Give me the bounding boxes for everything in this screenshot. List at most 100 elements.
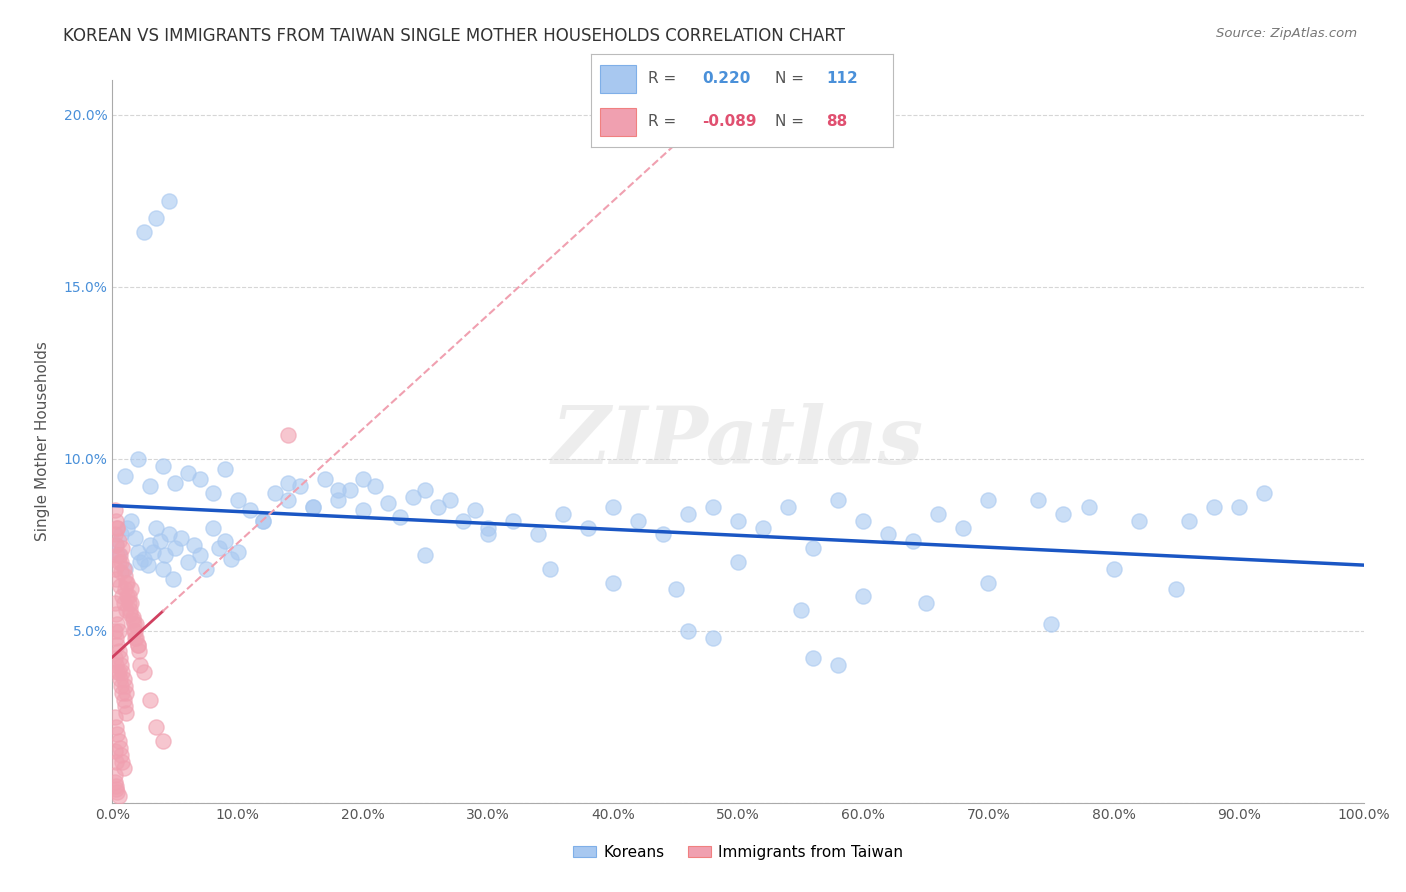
Point xyxy=(107,734,129,748)
Point xyxy=(104,562,127,576)
Point xyxy=(105,538,128,552)
Point xyxy=(176,555,198,569)
Point xyxy=(110,566,132,580)
Point xyxy=(112,692,135,706)
Point xyxy=(132,665,155,679)
Point xyxy=(277,427,299,442)
Point xyxy=(112,596,135,610)
Point xyxy=(125,631,148,645)
Point xyxy=(105,631,128,645)
Point xyxy=(852,514,875,528)
Point xyxy=(107,665,129,679)
Point xyxy=(114,582,136,597)
Point xyxy=(1052,507,1074,521)
Point xyxy=(702,500,724,514)
Point xyxy=(301,500,323,514)
Point xyxy=(107,624,129,638)
Point xyxy=(208,541,231,556)
Point xyxy=(1202,500,1225,514)
Point xyxy=(664,582,686,597)
Point xyxy=(977,575,1000,590)
Point xyxy=(790,603,813,617)
Point xyxy=(576,520,599,534)
Point xyxy=(112,672,135,686)
Legend: Koreans, Immigrants from Taiwan: Koreans, Immigrants from Taiwan xyxy=(574,846,903,860)
Point xyxy=(527,527,550,541)
Point xyxy=(152,458,174,473)
Point xyxy=(110,658,132,673)
Point xyxy=(104,596,127,610)
Point xyxy=(107,789,129,803)
Point xyxy=(105,572,128,586)
Point xyxy=(239,503,262,517)
Text: N =: N = xyxy=(775,114,804,129)
Point xyxy=(104,624,127,638)
Point xyxy=(115,575,138,590)
Point xyxy=(1102,562,1125,576)
Point xyxy=(214,462,236,476)
Point xyxy=(602,500,624,514)
Point xyxy=(107,785,129,799)
Point xyxy=(104,768,127,782)
Point xyxy=(163,475,186,490)
Text: KOREAN VS IMMIGRANTS FROM TAIWAN SINGLE MOTHER HOUSEHOLDS CORRELATION CHART: KOREAN VS IMMIGRANTS FROM TAIWAN SINGLE … xyxy=(63,27,845,45)
Point xyxy=(139,538,162,552)
Point xyxy=(290,479,312,493)
Point xyxy=(364,479,387,493)
Point xyxy=(110,679,132,693)
Point xyxy=(702,631,724,645)
Point xyxy=(264,486,287,500)
Point xyxy=(122,616,145,631)
Point xyxy=(107,548,129,562)
Point xyxy=(115,706,138,721)
Text: 88: 88 xyxy=(827,114,848,129)
Point xyxy=(477,527,499,541)
Point xyxy=(852,590,875,604)
Point xyxy=(105,755,128,769)
Point xyxy=(413,548,436,562)
Point xyxy=(107,644,129,658)
Point xyxy=(163,541,186,556)
Point xyxy=(389,510,412,524)
Point xyxy=(121,610,143,624)
Point xyxy=(402,490,425,504)
Point xyxy=(1128,514,1150,528)
Point xyxy=(105,782,128,797)
Point xyxy=(927,507,949,521)
Point xyxy=(105,514,128,528)
Point xyxy=(118,607,141,621)
Point xyxy=(602,575,624,590)
Text: 0.220: 0.220 xyxy=(703,71,751,87)
Point xyxy=(105,607,128,621)
Point xyxy=(170,531,193,545)
Point xyxy=(627,514,650,528)
Point xyxy=(107,665,129,679)
Point xyxy=(139,692,162,706)
Point xyxy=(117,575,139,590)
Point xyxy=(120,596,142,610)
Point xyxy=(451,514,474,528)
Point xyxy=(108,740,131,755)
Point xyxy=(111,686,134,700)
Point xyxy=(339,483,361,497)
Point xyxy=(176,466,198,480)
Point xyxy=(152,734,174,748)
Point xyxy=(132,551,155,566)
Point xyxy=(128,644,150,658)
Point xyxy=(108,651,131,665)
Point xyxy=(827,493,849,508)
Point xyxy=(107,555,129,569)
Point xyxy=(118,596,141,610)
Point xyxy=(141,544,163,558)
Point xyxy=(107,520,129,534)
Point xyxy=(252,514,274,528)
Point xyxy=(114,469,136,483)
Point xyxy=(1227,500,1250,514)
Point xyxy=(145,211,167,225)
Point xyxy=(111,590,134,604)
Point xyxy=(104,527,127,541)
Point xyxy=(201,520,224,534)
Point xyxy=(105,720,128,734)
FancyBboxPatch shape xyxy=(599,108,636,136)
Point xyxy=(162,572,184,586)
